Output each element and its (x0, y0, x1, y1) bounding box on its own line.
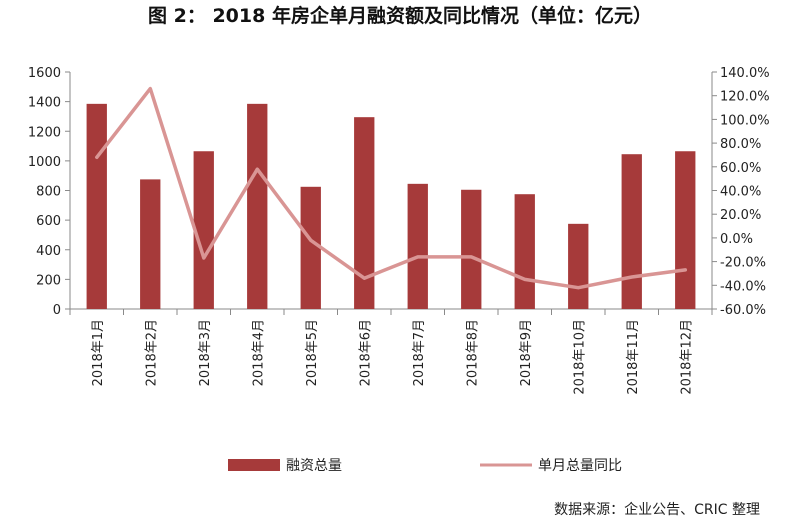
y-left-tick-label: 1000 (28, 155, 61, 170)
chart-title: 图 2： 2018 年房企单月融资额及同比情况（单位：亿元） (148, 4, 652, 27)
bar (514, 194, 535, 309)
legend-bar-label: 融资总量 (286, 458, 342, 474)
y-left-tick-label: 1400 (28, 96, 61, 111)
y-right-tick-label: -60.0% (720, 303, 766, 318)
y-right-tick-label: -20.0% (720, 256, 766, 271)
x-tick-label: 2018年10月 (572, 319, 587, 395)
x-tick-label: 2018年7月 (412, 319, 427, 386)
bar (140, 179, 161, 309)
bar (675, 151, 696, 309)
bar (354, 117, 375, 309)
bar (300, 186, 321, 309)
legend-bar-swatch (228, 459, 280, 471)
x-tick-label: 2018年2月 (144, 319, 159, 386)
y-right-tick-label: 100.0% (720, 113, 770, 128)
y-right-tick-label: 40.0% (720, 185, 761, 200)
bar (461, 189, 482, 309)
legend: 融资总量 单月总量同比 (228, 458, 622, 474)
category-labels: 2018年1月 2018年2月 2018年3月 2018年4月 2018年5月 2018年… (91, 319, 695, 395)
y-left-tick-label: 800 (36, 185, 61, 200)
axes: 0 200 400 600 800 1000 1200 1400 1600 -60.0% -40.0… (28, 66, 770, 318)
y-right-tick-label: 80.0% (720, 137, 761, 152)
y-left-tick-label: 0 (53, 303, 61, 318)
series-line (95, 86, 688, 290)
x-tick-label: 2018年6月 (358, 319, 373, 386)
y-right-tick-label: 20.0% (720, 208, 761, 223)
bar (407, 183, 428, 309)
bar (193, 151, 214, 309)
bar (621, 154, 642, 309)
source-note: 数据来源：企业公告、CRIC 整理 (554, 501, 760, 518)
y-left-tick-label: 600 (36, 214, 61, 229)
x-tick-label: 2018年5月 (305, 319, 320, 386)
x-tick-label: 2018年1月 (91, 319, 106, 386)
y-left-tick-label: 200 (36, 273, 61, 288)
x-tick-label: 2018年3月 (198, 319, 213, 386)
y-right-tick-label: 120.0% (720, 90, 770, 105)
y-left-tick-label: 1600 (28, 66, 61, 81)
y-right-tick-label: 140.0% (720, 66, 770, 81)
x-tick-label: 2018年4月 (251, 319, 266, 386)
bar (568, 223, 589, 309)
y-left-tick-label: 1200 (28, 125, 61, 140)
y-left-tick-label: 400 (36, 244, 61, 259)
y-right-tick-label: 60.0% (720, 161, 761, 176)
x-tick-label: 2018年12月 (679, 319, 694, 395)
bar-series (86, 103, 696, 309)
x-tick-label: 2018年9月 (519, 319, 534, 386)
x-tick-label: 2018年8月 (465, 319, 480, 386)
bar (86, 103, 107, 309)
y-right-tick-label: -40.0% (720, 279, 766, 294)
line-series (95, 86, 688, 290)
x-tick-label: 2018年11月 (626, 319, 641, 395)
bar (247, 103, 268, 309)
legend-line-label: 单月总量同比 (538, 458, 622, 474)
y-right-tick-label: 0.0% (720, 232, 753, 247)
